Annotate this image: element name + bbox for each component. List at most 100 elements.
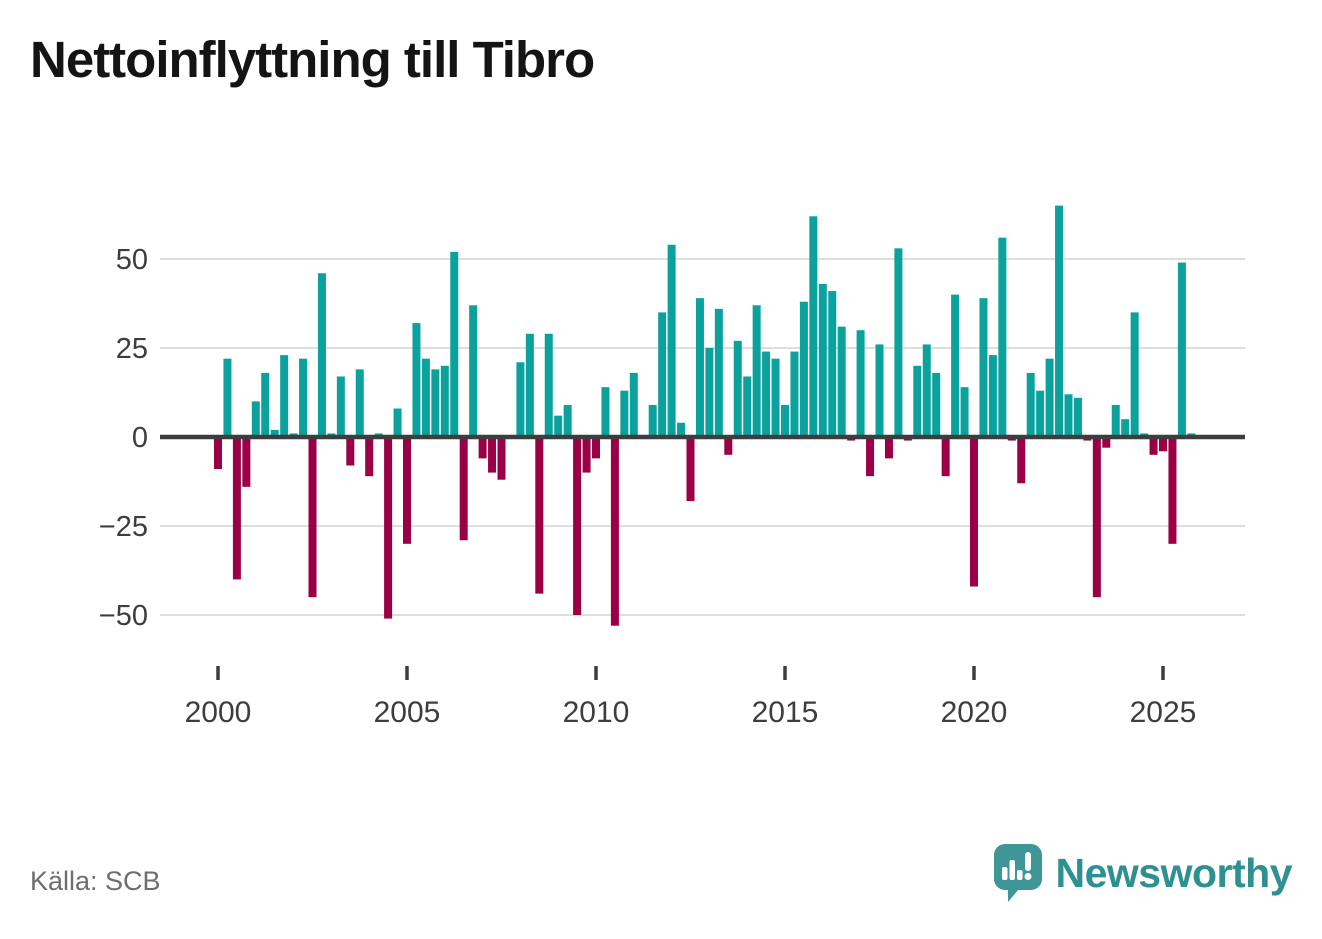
bar-2012-q2 [677,422,686,437]
source-label: Källa: SCB [30,866,161,896]
bar-2023-q2 [1092,437,1101,598]
bar-2006-q4 [469,305,478,437]
bar-2017-q4 [884,437,893,459]
bar-2021-q3 [1026,372,1035,437]
bar-2010-q4 [620,390,629,437]
bar-2019-q1 [932,372,941,437]
bar-2013-q2 [714,308,723,437]
bar-2023-q3 [1102,437,1111,448]
bar-2015-q2 [790,351,799,437]
bar-2016-q2 [828,291,837,437]
bar-2004-q3 [384,437,393,619]
bar-2011-q1 [629,372,638,437]
bar-2008-q4 [544,333,553,437]
y-axis-label-25: 25 [116,333,148,365]
bar-2009-q3 [573,437,582,615]
bar-2015-q3 [799,301,808,437]
x-axis-label-2005: 2005 [374,696,441,729]
bar-2008-q1 [516,362,525,437]
bar-2021-q4 [1036,390,1045,437]
bar-2003-q4 [355,369,364,437]
bar-2014-q4 [771,358,780,437]
bar-2010-q2 [601,387,610,437]
bar-2008-q3 [535,437,544,594]
bar-2003-q3 [346,437,355,466]
bar-2019-q2 [941,437,950,477]
x-axis-label-2020: 2020 [941,696,1008,729]
bar-2004-q1 [365,437,374,477]
y-axis-label-50: 50 [116,244,148,276]
bar-2014-q2 [752,305,761,437]
bar-2006-q3 [459,437,468,541]
newsworthy-logo: Newsworthy [993,843,1293,903]
bar-2013-q1 [705,348,714,437]
bar-2025-q2 [1168,437,1177,544]
newsworthy-logo-icon [993,844,1042,902]
logo-bar-1 [1001,867,1007,880]
logo-exclamation-dot [1024,873,1031,880]
bar-2010-q1 [592,437,600,459]
x-axis-label-2000: 2000 [185,696,252,729]
bar-2003-q2 [336,376,345,437]
bar-2024-q4 [1149,437,1158,455]
bar-2022-q2 [1055,205,1064,437]
bar-2017-q1 [856,330,865,437]
bar-2011-q4 [658,312,667,437]
bar-2016-q1 [818,283,827,437]
bar-2008-q2 [525,333,534,437]
bar-2022-q4 [1073,397,1082,437]
bar-2015-q1 [781,404,789,437]
bar-2002-q4 [317,273,326,437]
bar-2020-q1 [970,437,978,587]
bar-2007-q1 [478,437,487,459]
bar-2006-q1 [440,365,449,437]
bar-2020-q3 [988,355,997,437]
bar-2015-q4 [809,216,818,437]
bar-2012-q1 [667,244,676,437]
bar-2000-q1 [214,437,222,470]
bar-2005-q1 [403,437,411,544]
y-axis-label-0: 0 [132,422,148,454]
bar-2014-q3 [762,351,771,437]
x-axis-label-2010: 2010 [563,696,630,729]
brand-name: Newsworthy [1055,849,1293,896]
bar-2005-q4 [431,369,440,437]
logo-bar-3 [1016,870,1022,880]
bar-2025-q1 [1159,437,1167,452]
bar-2005-q3 [421,358,430,437]
bar-2012-q3 [686,437,695,502]
bar-2013-q3 [724,437,733,455]
bar-2018-q4 [922,344,931,437]
logo-bar-2 [1009,860,1015,880]
bar-2007-q2 [488,437,497,473]
bar-2011-q3 [648,404,657,437]
bar-2010-q3 [610,437,619,626]
bar-2020-q2 [979,298,988,437]
bar-2001-q3 [270,429,279,437]
bar-2012-q4 [695,298,704,437]
bar-2004-q4 [393,408,402,437]
bar-2019-q3 [951,294,960,437]
x-axis-label-2025: 2025 [1130,696,1197,729]
bar-2019-q4 [960,387,969,437]
x-axis-label-2015: 2015 [752,696,819,729]
bar-2005-q2 [412,323,421,437]
bar-2024-q1 [1121,419,1130,437]
bar-2006-q2 [450,251,459,437]
bar-2001-q2 [261,372,270,437]
bar-2024-q2 [1130,312,1139,437]
bar-2016-q3 [837,326,846,437]
bar-2018-q3 [913,365,922,437]
bar-2021-q2 [1017,437,1026,484]
y-axis-label--50: −50 [99,600,148,632]
bar-2013-q4 [733,340,742,437]
bar-2002-q3 [308,437,317,598]
bar-2023-q4 [1111,404,1120,437]
chart-canvas: 50 25 0 −25 −50 2000 2005 2010 2015 2020 2025 [99,205,1245,729]
bar-2007-q3 [497,437,506,480]
bar-2001-q1 [251,401,260,437]
bar-2000-q3 [232,437,241,580]
bar-2018-q1 [894,248,903,437]
y-axis-label--25: −25 [99,511,148,543]
